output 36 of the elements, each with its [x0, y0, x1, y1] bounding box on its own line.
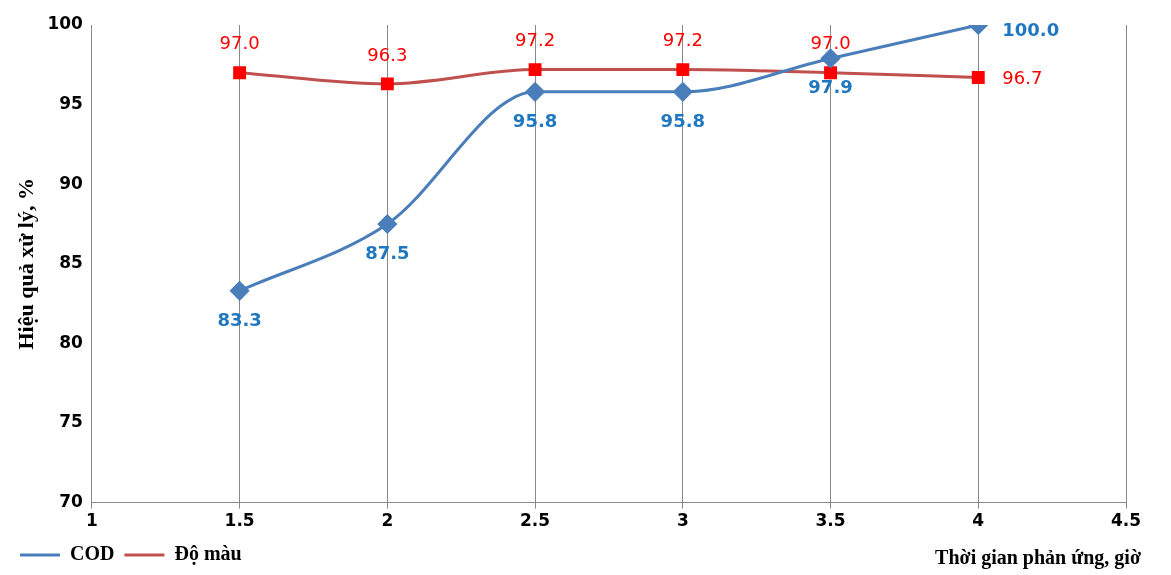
- x-tick-label: 4: [972, 510, 985, 531]
- point: [673, 82, 693, 102]
- point: [525, 82, 545, 102]
- y-tick-label: 75: [59, 411, 83, 432]
- data-label: 87.5: [365, 241, 410, 263]
- data-label: 100.0: [1002, 18, 1060, 40]
- y-tick-label: 85: [59, 252, 83, 273]
- legend-label: Độ màu: [174, 542, 242, 566]
- y-tick-label: 70: [59, 491, 84, 512]
- y-tick-label: 90: [59, 172, 84, 193]
- data-label: 97.0: [810, 32, 851, 54]
- data-label: 96.7: [1002, 67, 1043, 89]
- x-tick-label: 1.5: [224, 510, 255, 531]
- x-tick-label: 3.5: [815, 510, 846, 531]
- x-tick-label: 2.5: [520, 510, 551, 531]
- x-axis-title: Thời gian phản ứng, giờ: [935, 546, 1141, 569]
- point: [230, 281, 250, 301]
- legend-label: COD: [70, 542, 115, 565]
- y-axis-title: Hiệu quả xử lý, %: [12, 178, 38, 350]
- data-label: 97.2: [662, 29, 703, 51]
- x-tick-label: 1: [85, 510, 98, 531]
- data-label: 97.2: [515, 29, 556, 51]
- data-label: 97.0: [219, 32, 260, 54]
- data-label: 95.8: [512, 109, 558, 131]
- data-label: 97.9: [808, 76, 853, 98]
- x-tick-label: 2: [381, 510, 394, 531]
- point: [821, 48, 841, 68]
- data-label: 83.3: [217, 308, 262, 330]
- y-tick-label: 95: [59, 93, 83, 114]
- y-tick-label: 100: [47, 13, 84, 34]
- point: [377, 214, 397, 234]
- data-label: 95.8: [660, 109, 706, 131]
- data-label: 96.3: [367, 43, 408, 65]
- x-tick-label: 4.5: [1110, 510, 1142, 531]
- x-tick-label: 3: [676, 510, 689, 531]
- y-tick-label: 80: [59, 331, 84, 352]
